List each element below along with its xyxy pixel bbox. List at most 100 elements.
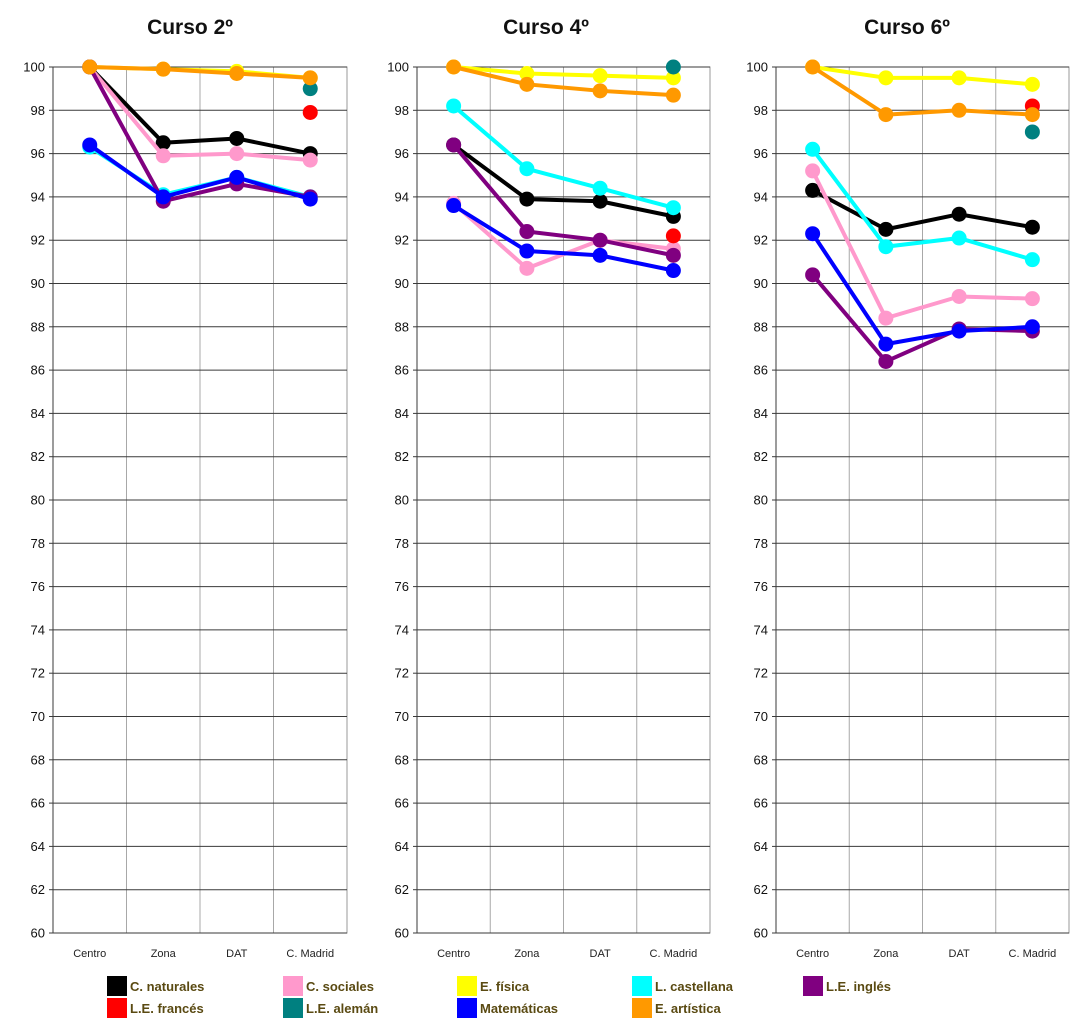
legend-item: C. sociales	[283, 976, 374, 996]
data-point	[665, 247, 681, 263]
data-point	[302, 191, 318, 207]
series-l-castellana	[805, 141, 1040, 268]
data-point	[519, 76, 535, 92]
y-tick-label: 94	[395, 189, 409, 204]
y-tick-label: 68	[395, 752, 409, 767]
y-tick-label: 80	[754, 493, 768, 508]
legend-item: L.E. francés	[107, 998, 204, 1018]
y-tick-label: 88	[395, 319, 409, 334]
data-point	[1024, 291, 1040, 307]
series-matem-ticas	[446, 198, 681, 279]
data-point	[519, 191, 535, 207]
y-tick-label: 84	[395, 406, 409, 421]
legend-item: C. naturales	[107, 976, 204, 996]
y-tick-label: 60	[31, 926, 45, 941]
y-tick-label: 66	[395, 796, 409, 811]
data-point	[665, 59, 681, 75]
x-tick-label: Centro	[73, 948, 106, 960]
data-point	[229, 65, 245, 81]
series-c-sociales	[805, 163, 1040, 326]
data-point	[302, 104, 318, 120]
data-point	[1024, 107, 1040, 123]
y-tick-label: 86	[31, 363, 45, 378]
data-point	[446, 59, 462, 75]
data-point	[805, 141, 821, 157]
series-l-castellana	[446, 98, 681, 216]
series-line	[87, 65, 313, 204]
x-tick-label: Zona	[873, 948, 899, 960]
y-tick-label: 98	[395, 103, 409, 118]
series-l-e-ingl-s	[446, 137, 681, 263]
data-point	[878, 353, 894, 369]
y-tick-label: 66	[754, 796, 768, 811]
data-point	[1024, 319, 1040, 335]
data-point	[665, 228, 681, 244]
y-tick-label: 62	[31, 882, 45, 897]
y-tick-label: 72	[395, 666, 409, 681]
data-point	[951, 288, 967, 304]
data-point	[665, 70, 681, 86]
y-tick-label: 60	[395, 926, 409, 941]
data-point	[302, 70, 318, 86]
y-tick-label: 90	[754, 276, 768, 291]
legend-item: L.E. alemán	[283, 998, 378, 1018]
x-tick-label: Zona	[514, 948, 540, 960]
data-point	[878, 239, 894, 255]
data-point	[665, 87, 681, 103]
series-line	[87, 142, 313, 202]
y-tick-label: 62	[754, 882, 768, 897]
series-l-e-franc-s	[302, 104, 318, 120]
series-line	[810, 65, 1035, 117]
y-tick-label: 64	[754, 839, 768, 854]
data-point	[951, 102, 967, 118]
series-l-e-alem-n	[302, 81, 318, 97]
data-point	[951, 323, 967, 339]
series-e-art-stica	[446, 59, 681, 103]
y-tick-label: 74	[754, 622, 768, 637]
x-tick-label: DAT	[949, 948, 970, 960]
series-l-e-alem-n	[665, 59, 681, 75]
y-tick-label: 60	[754, 926, 768, 941]
legend-label: Matemáticas	[480, 1001, 558, 1016]
chart-panel-1: Curso 2º 60 62 64 66 68 70 72 74 76 78 80 82 84 86 88 90…	[23, 16, 348, 960]
x-tick-label: Centro	[796, 948, 829, 960]
y-tick-label: 84	[754, 406, 768, 421]
panel-title: Curso 6º	[864, 16, 950, 39]
y-tick-label: 82	[395, 449, 409, 464]
data-point	[805, 163, 821, 179]
data-point	[951, 70, 967, 86]
x-tick-label: Zona	[151, 948, 177, 960]
panel-title: Curso 4º	[503, 16, 589, 39]
legend-label: E. física	[480, 979, 530, 994]
y-tick-label: 78	[754, 536, 768, 551]
series-line	[87, 65, 313, 80]
legend-label: L. castellana	[655, 979, 734, 994]
data-point	[1024, 76, 1040, 92]
data-point	[82, 59, 98, 75]
y-tick-label: 76	[395, 579, 409, 594]
y-tick-label: 68	[31, 752, 45, 767]
x-tick-label: DAT	[590, 948, 611, 960]
y-tick-label: 96	[395, 146, 409, 161]
data-point	[155, 148, 171, 164]
legend-swatch	[283, 998, 303, 1018]
y-tick-label: 70	[395, 709, 409, 724]
y-tick-label: 72	[31, 666, 45, 681]
y-tick-label: 78	[395, 536, 409, 551]
chart-panel-3: Curso 6º 60 62 64 66 68 70 72 74 76 78 80 82 84 86 88 90…	[746, 16, 1070, 960]
x-tick-label: C. Madrid	[650, 948, 698, 960]
y-tick-label: 72	[754, 666, 768, 681]
y-tick-label: 82	[31, 449, 45, 464]
data-point	[951, 206, 967, 222]
data-point	[878, 107, 894, 123]
legend-label: L.E. inglés	[826, 979, 891, 994]
data-point	[302, 81, 318, 97]
y-tick-label: 100	[746, 60, 768, 75]
y-tick-label: 66	[31, 796, 45, 811]
legend-label: E. artística	[655, 1001, 722, 1016]
legend-label: C. naturales	[130, 979, 204, 994]
legend-item: Matemáticas	[457, 998, 558, 1018]
y-tick-label: 94	[31, 189, 45, 204]
series-line	[810, 168, 1035, 321]
